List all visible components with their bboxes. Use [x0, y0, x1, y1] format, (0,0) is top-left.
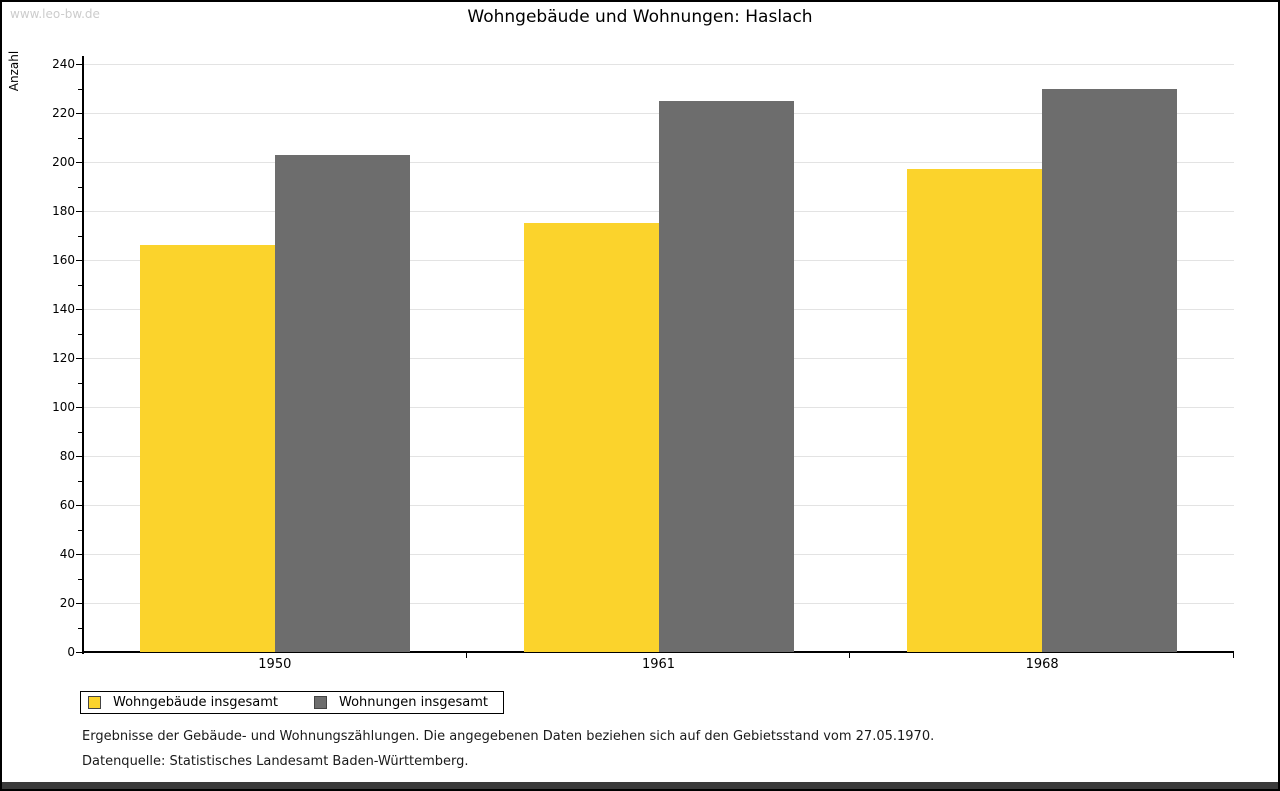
x-axis-line [82, 651, 1234, 653]
y-minor-tick [78, 480, 82, 482]
x-boundary-tick [1233, 653, 1234, 658]
y-major-tick [76, 603, 82, 604]
y-tick-label: 200 [52, 155, 75, 169]
x-tick-label: 1961 [641, 657, 676, 672]
legend-label: Wohngebäude insgesamt [113, 695, 278, 710]
y-major-tick [76, 554, 82, 555]
y-tick-label: 0 [67, 645, 75, 659]
y-major-tick [76, 652, 82, 653]
bar-wohnungen-1968 [1042, 88, 1178, 652]
y-axis-line [82, 56, 84, 654]
y-minor-tick [78, 529, 82, 531]
footnote-source-note: Ergebnisse der Gebäude- und Wohnungszähl… [82, 729, 935, 744]
legend-label: Wohnungen insgesamt [339, 695, 488, 710]
y-major-tick [76, 309, 82, 310]
y-major-tick [76, 64, 82, 65]
y-tick-label: 180 [52, 204, 75, 218]
y-major-tick [76, 113, 82, 114]
y-minor-tick [78, 137, 82, 139]
y-minor-tick [78, 431, 82, 433]
y-major-tick [76, 260, 82, 261]
y-major-tick [76, 211, 82, 212]
x-tick-label: 1950 [258, 657, 292, 672]
y-gridline [83, 64, 1234, 65]
y-tick-label: 240 [52, 57, 75, 71]
y-major-tick [76, 505, 82, 506]
legend-item-wohnungen: Wohnungen insgesamt [314, 695, 488, 710]
y-minor-tick [78, 333, 82, 335]
y-major-tick [76, 358, 82, 359]
page-title: Wohngebäude und Wohnungen: Haslach [467, 7, 813, 27]
legend: Wohngebäude insgesamt Wohnungen insgesamt [80, 691, 504, 714]
x-boundary-tick [465, 653, 467, 658]
y-tick-label: 40 [59, 547, 75, 561]
legend-swatch-icon [314, 696, 327, 709]
bar-wohnungen-1961 [658, 100, 794, 652]
y-minor-tick [78, 578, 82, 580]
y-tick-label: 140 [52, 302, 75, 316]
bar-wohngebaeude-1950 [139, 245, 275, 652]
watermark: www.leo-bw.de [10, 7, 100, 21]
y-tick-label: 160 [52, 253, 75, 267]
y-tick-label: 20 [59, 596, 75, 610]
y-minor-tick [78, 88, 82, 90]
y-minor-tick [78, 382, 82, 384]
bar-wohngebaeude-1961 [523, 223, 659, 652]
y-minor-tick [78, 284, 82, 286]
y-major-tick [76, 407, 82, 408]
y-tick-label: 120 [52, 351, 75, 365]
y-minor-tick [78, 627, 82, 629]
y-tick-label: 80 [59, 449, 75, 463]
bar-wohngebaeude-1968 [907, 169, 1043, 652]
window-bottom-edge [2, 782, 1278, 789]
bar-wohnungen-1950 [274, 154, 410, 652]
x-boundary-tick [849, 653, 851, 658]
legend-swatch-icon [88, 696, 101, 709]
footnote-data-source: Datenquelle: Statistisches Landesamt Bad… [82, 754, 469, 769]
y-tick-label: 60 [59, 498, 75, 512]
y-minor-tick [78, 235, 82, 237]
y-major-tick [76, 456, 82, 457]
y-tick-label: 220 [52, 106, 75, 120]
y-major-tick [76, 162, 82, 163]
legend-item-wohngebaeude: Wohngebäude insgesamt [88, 695, 278, 710]
y-minor-tick [78, 186, 82, 188]
y-tick-label: 100 [52, 400, 75, 414]
x-tick-label: 1968 [1025, 657, 1059, 672]
